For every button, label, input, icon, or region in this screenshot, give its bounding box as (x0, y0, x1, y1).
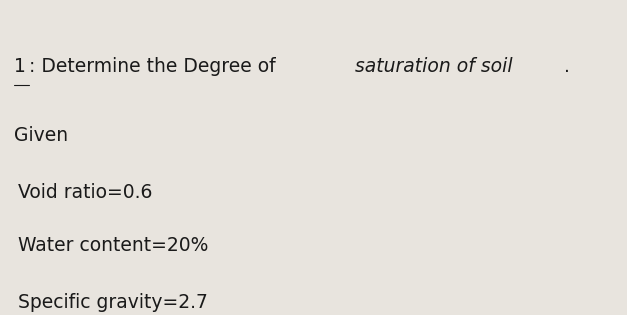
Text: .: . (559, 57, 571, 76)
Text: saturation of soil: saturation of soil (355, 57, 513, 76)
Text: Void ratio=0.6: Void ratio=0.6 (18, 183, 152, 202)
Text: : Determine the Degree of: : Determine the Degree of (29, 57, 282, 76)
Text: Given: Given (14, 126, 68, 145)
Text: 1: 1 (14, 57, 26, 76)
Text: Specific gravity=2.7: Specific gravity=2.7 (18, 293, 208, 312)
Text: Water content=20%: Water content=20% (18, 236, 208, 255)
